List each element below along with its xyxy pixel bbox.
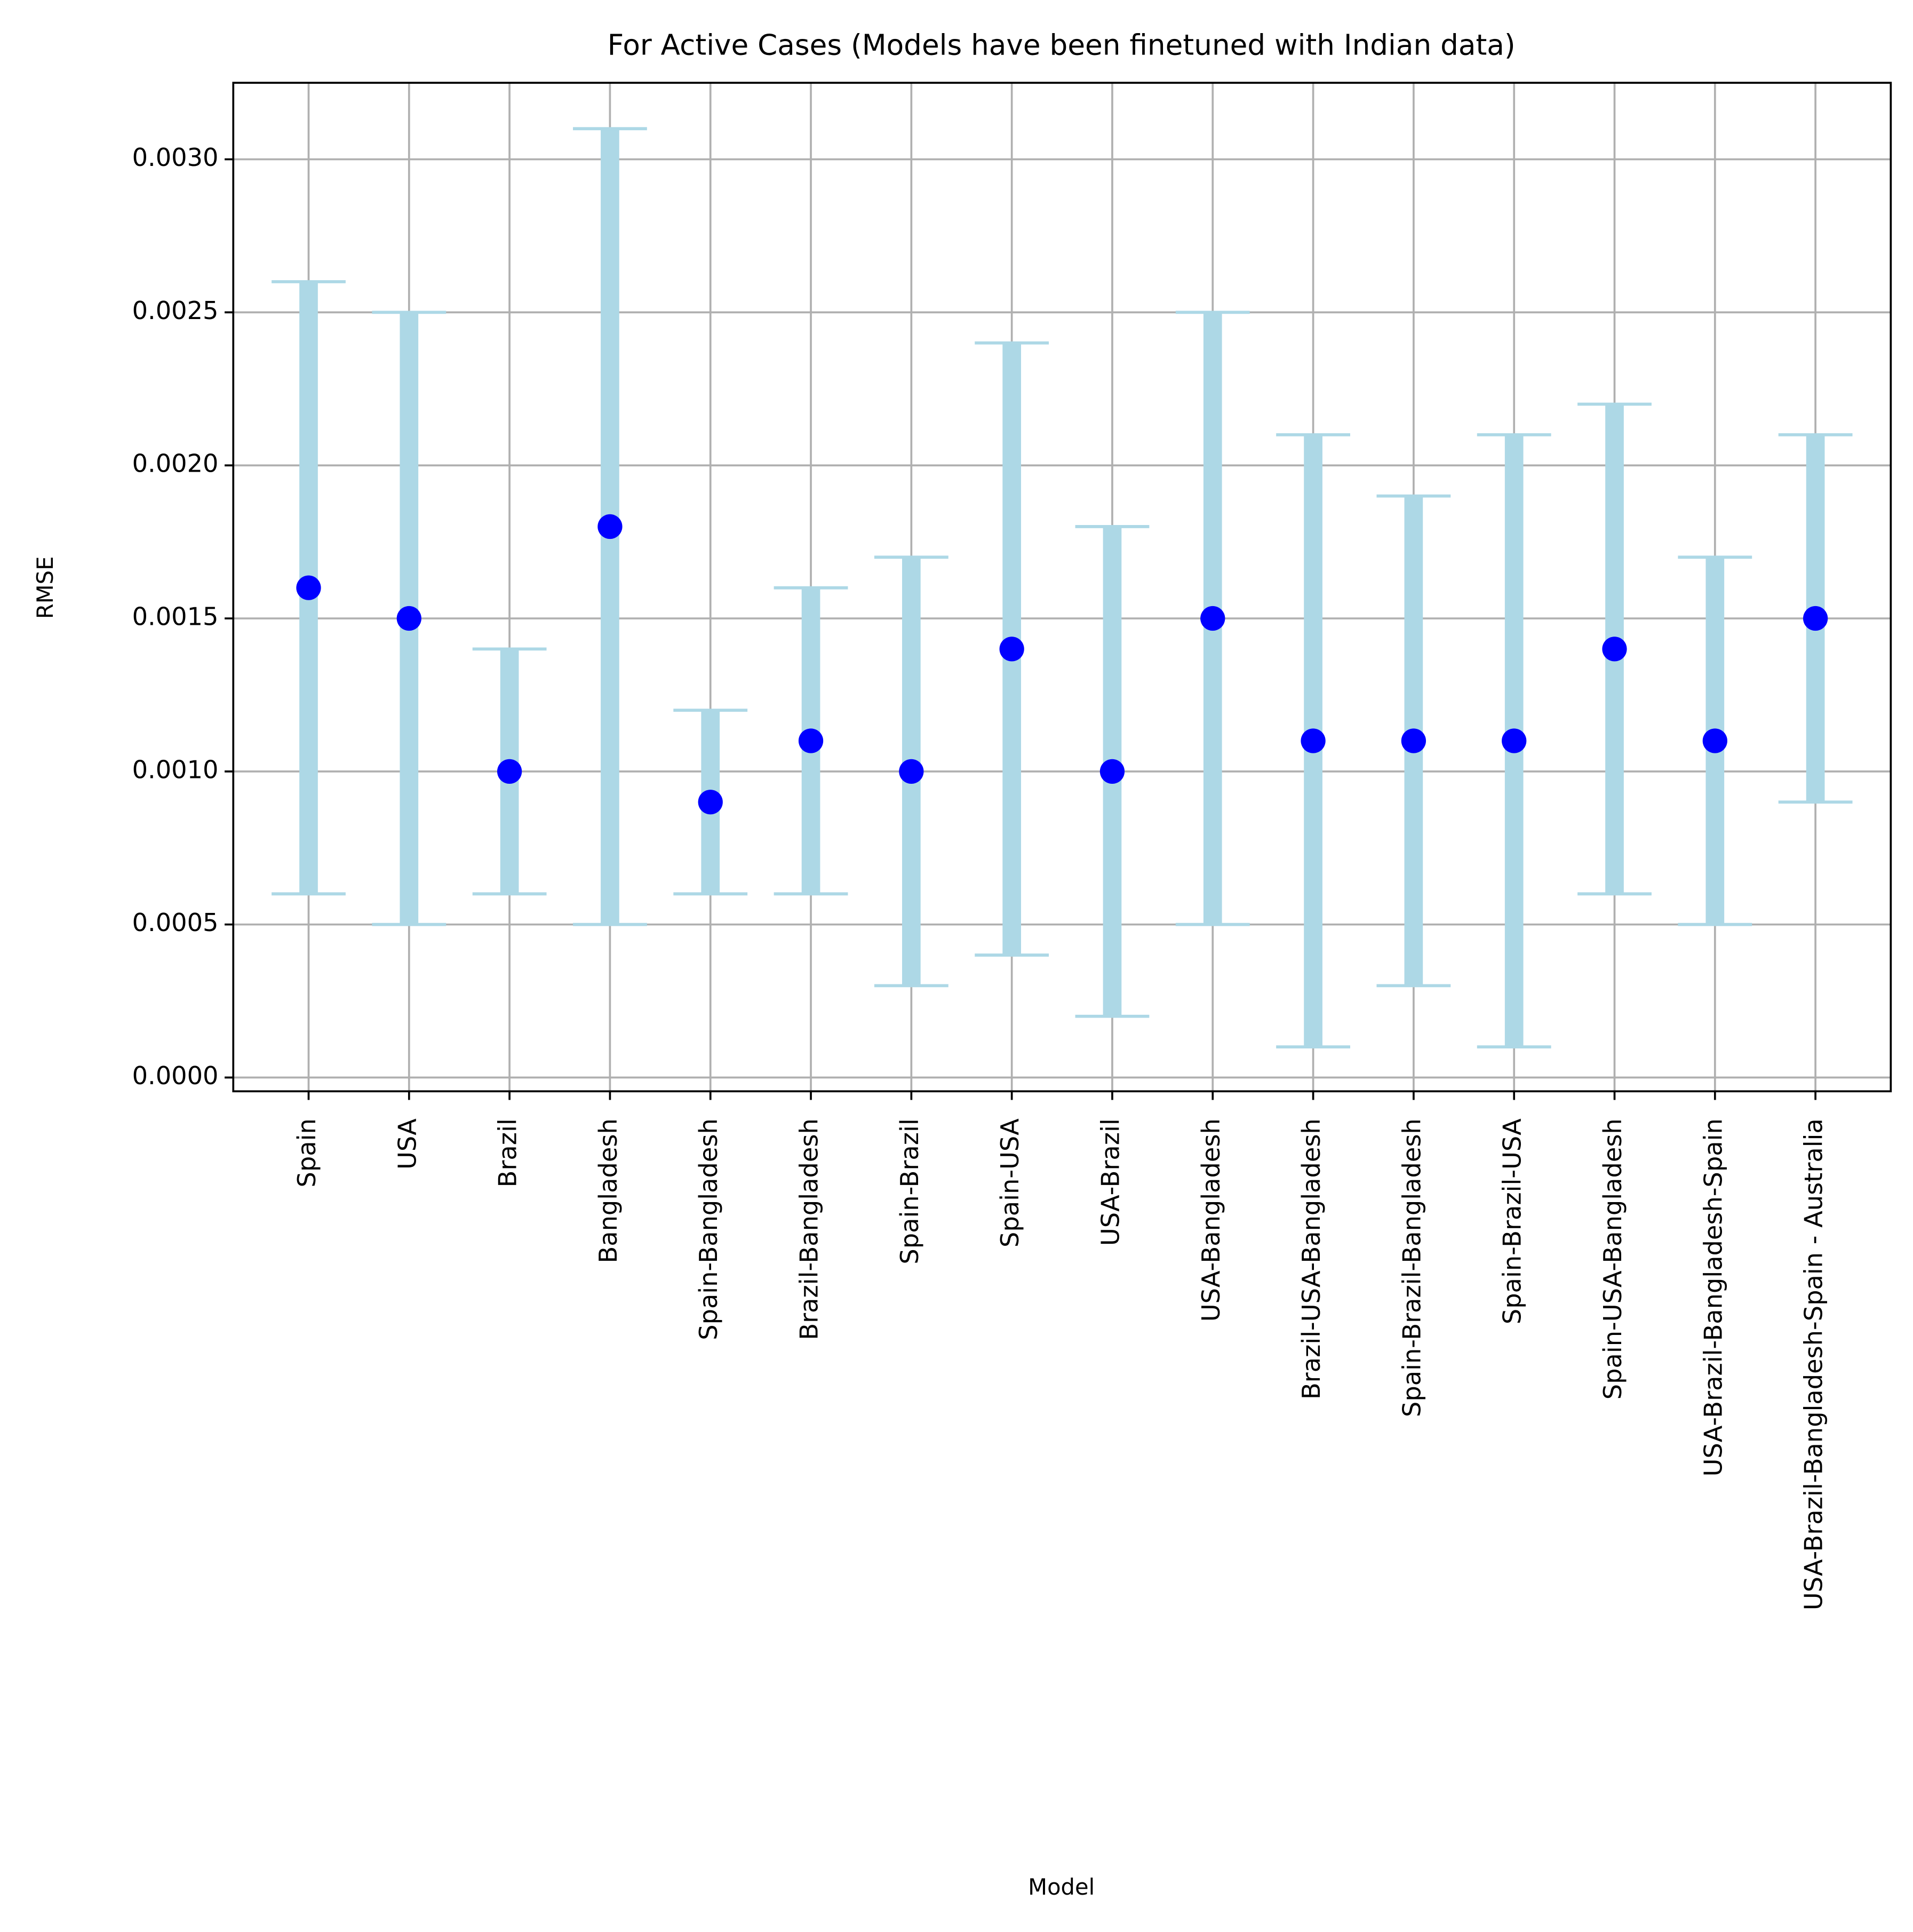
x-tick-label: Spain-Bangladesh xyxy=(694,1118,723,1340)
x-tick-label: Spain-Brazil-Bangladesh xyxy=(1397,1118,1426,1417)
y-tick-label: 0.0005 xyxy=(132,908,219,937)
point xyxy=(497,759,522,784)
y-tick-label: 0.0000 xyxy=(132,1061,219,1090)
x-tick-label: Brazil-USA-Bangladesh xyxy=(1297,1118,1326,1400)
point xyxy=(1702,728,1727,753)
point xyxy=(1803,606,1828,631)
x-tick-label: USA xyxy=(393,1118,421,1170)
x-tick-label: Brazil xyxy=(493,1118,522,1187)
point xyxy=(899,759,924,784)
point xyxy=(1502,728,1527,753)
x-axis-label: Model xyxy=(1028,1874,1095,1900)
y-tick-label: 0.0030 xyxy=(132,143,219,172)
x-tick-label: Spain-Brazil xyxy=(895,1118,924,1264)
point xyxy=(597,514,623,539)
point xyxy=(396,606,421,631)
point xyxy=(798,728,824,753)
x-tick-label: USA-Brazil xyxy=(1096,1118,1125,1246)
y-tick-label: 0.0020 xyxy=(132,449,219,478)
x-tick-label: Spain xyxy=(292,1118,321,1187)
point xyxy=(1099,759,1125,784)
point xyxy=(698,790,723,815)
point xyxy=(1301,728,1326,753)
x-tick-label: Bangladesh xyxy=(594,1118,623,1263)
point xyxy=(1401,728,1426,753)
x-tick-label: Spain-USA-Bangladesh xyxy=(1598,1118,1627,1400)
point xyxy=(999,637,1024,662)
y-tick-label: 0.0015 xyxy=(132,602,219,631)
x-tick-label: USA-Brazil-Bangladesh-Spain xyxy=(1699,1118,1727,1476)
plot-frame xyxy=(232,82,1892,1093)
y-tick-label: 0.0025 xyxy=(132,296,219,325)
x-tick-label: Spain-USA xyxy=(995,1118,1024,1247)
point xyxy=(296,575,321,600)
x-tick-label: Brazil-Bangladesh xyxy=(795,1118,824,1340)
point xyxy=(1602,637,1627,662)
x-tick-label: USA-Bangladesh xyxy=(1197,1118,1225,1322)
x-tick-label: Spain-Brazil-USA xyxy=(1498,1118,1527,1324)
chart-title: For Active Cases (Models have been finet… xyxy=(608,29,1516,62)
y-axis-label: RMSE xyxy=(32,556,58,619)
y-tick-label: 0.0010 xyxy=(132,755,219,784)
point xyxy=(1200,606,1225,631)
x-tick-label: USA-Brazil-Bangladesh-Spain - Australia xyxy=(1799,1118,1828,1610)
